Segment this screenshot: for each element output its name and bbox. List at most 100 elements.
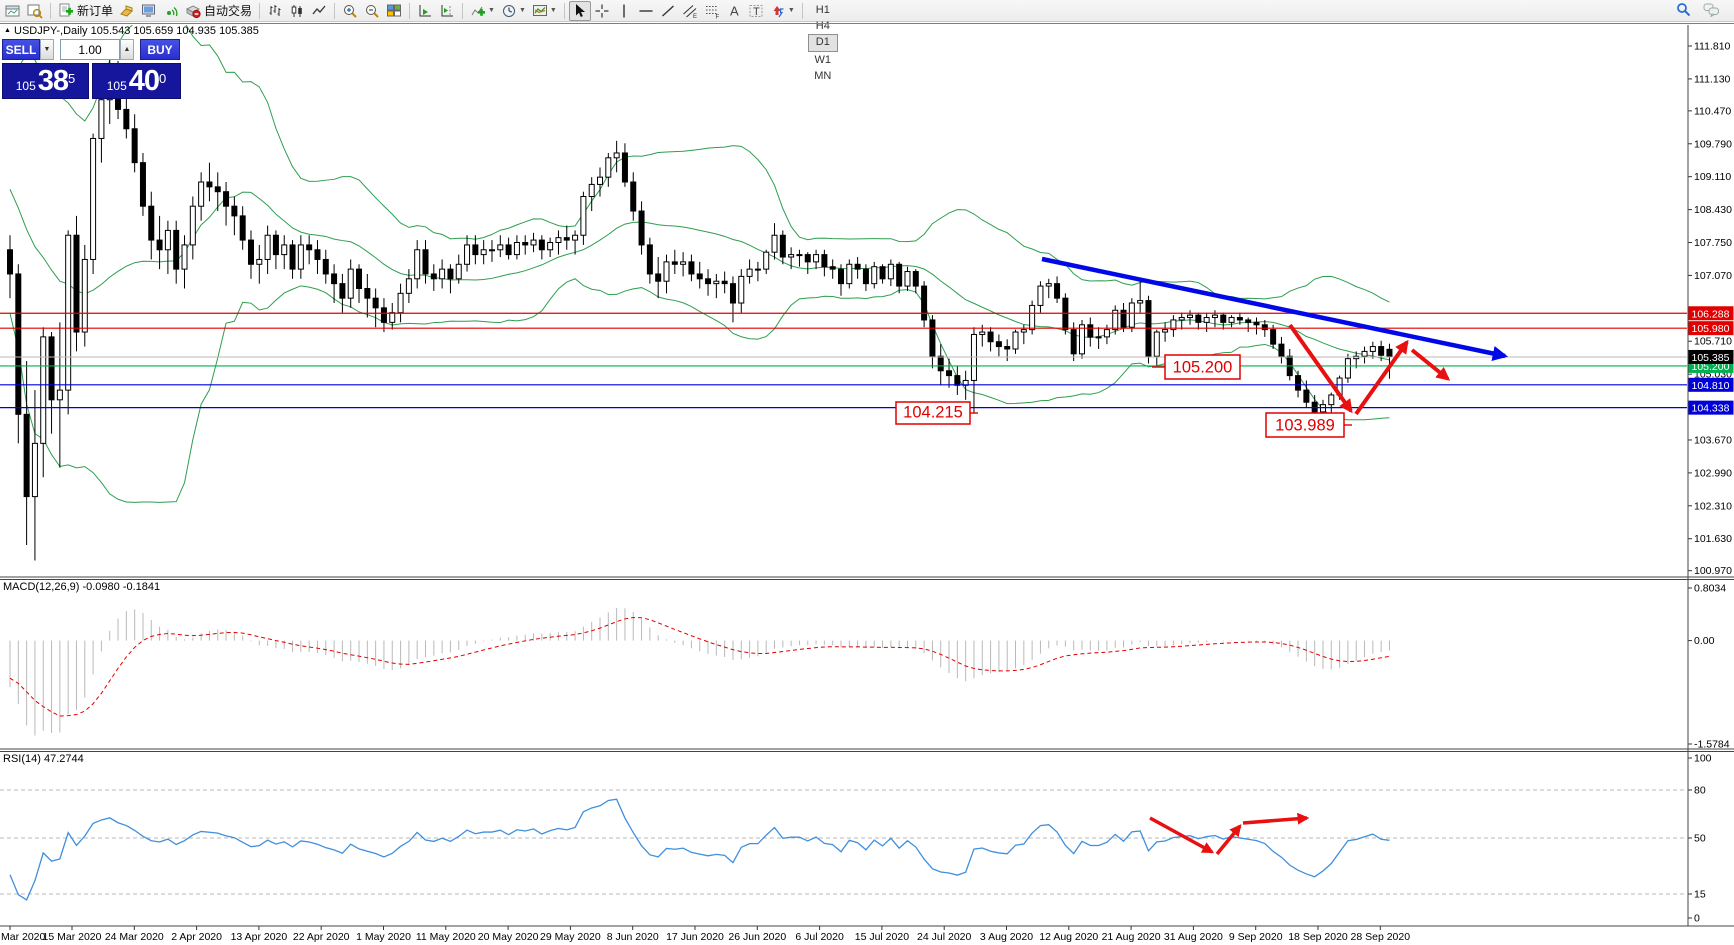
buy-price-display[interactable]: 105 40 0: [92, 63, 181, 99]
chart-window-icon[interactable]: [2, 2, 24, 20]
price-callout[interactable]: 104.215: [895, 401, 978, 425]
candle: [1070, 322, 1077, 362]
signal-icon[interactable]: [160, 2, 182, 20]
text-tool-icon[interactable]: A: [723, 2, 745, 20]
search-icon[interactable]: [1676, 2, 1691, 22]
price-axis[interactable]: 111.810 111.130 110.470 109.790 109.110 108.4…: [1688, 41, 1734, 925]
timeframe-button-d1[interactable]: D1: [807, 33, 838, 52]
candle: [247, 230, 254, 279]
candle: [206, 162, 213, 202]
candle: [1078, 319, 1085, 359]
red-annotation-arrow[interactable]: [1215, 824, 1242, 856]
trendline-tool-icon[interactable]: [657, 2, 679, 20]
arrows-tool-icon[interactable]: ▼: [767, 2, 798, 20]
svg-text:105.385: 105.385: [1692, 352, 1730, 364]
candle: [696, 261, 703, 289]
vertical-line-tool-icon[interactable]: [613, 2, 635, 20]
sell-price-display[interactable]: 105 38 5: [2, 63, 89, 99]
chat-icon[interactable]: [1703, 2, 1720, 22]
candle: [1220, 312, 1227, 330]
macd-pane[interactable]: [9, 608, 1390, 736]
candle: [56, 322, 63, 468]
candle: [1278, 336, 1285, 364]
indicators-dropdown-icon[interactable]: ▼: [488, 7, 495, 14]
candle: [1228, 315, 1235, 328]
periods-icon[interactable]: ▼: [498, 2, 529, 20]
candle: [372, 288, 379, 328]
sell-button[interactable]: SELL: [2, 39, 40, 60]
line-chart-icon[interactable]: [308, 2, 330, 20]
terminal-icon[interactable]: [138, 2, 160, 20]
cursor-tool-icon[interactable]: [568, 0, 591, 21]
red-annotation-arrow[interactable]: [1242, 812, 1310, 825]
candle: [139, 152, 146, 216]
svg-text:A: A: [730, 3, 739, 18]
horizontal-line-tool-icon[interactable]: [635, 2, 657, 20]
timeframe-button-h4[interactable]: H4: [815, 19, 830, 32]
candle: [671, 249, 678, 274]
collapse-caret-icon[interactable]: ▲: [4, 27, 11, 34]
candle: [447, 264, 454, 294]
templates-icon[interactable]: ▼: [529, 2, 560, 20]
candle: [272, 230, 279, 270]
price-callout[interactable]: 103.989: [1265, 412, 1352, 438]
auto-scroll-icon[interactable]: [414, 2, 436, 20]
svg-text:T: T: [753, 6, 760, 18]
pane-separators: [0, 25, 1734, 927]
candle: [81, 244, 88, 347]
candle: [164, 220, 171, 274]
date-tick-label: 15 Mar 2020: [43, 931, 102, 943]
candle: [513, 235, 520, 260]
chart-annotations[interactable]: 105.200 104.215 103.989: [895, 256, 1508, 438]
red-annotation-arrow[interactable]: [1288, 323, 1353, 414]
zoom-in-icon[interactable]: [339, 2, 361, 20]
candle: [405, 269, 412, 304]
candle: [505, 237, 512, 260]
axis-tick-label: 108.430: [1694, 204, 1732, 216]
bar-chart-icon[interactable]: [264, 2, 286, 20]
volume-increase-button[interactable]: ▲: [120, 39, 134, 60]
axis-tick-label: 102.310: [1694, 500, 1732, 512]
indicators-icon[interactable]: ▼: [467, 2, 498, 20]
chart-shift-icon[interactable]: [436, 2, 458, 20]
price-callout[interactable]: 105.200: [1152, 354, 1241, 380]
tile-windows-icon[interactable]: [383, 2, 405, 20]
arrows-dropdown-icon[interactable]: ▼: [787, 7, 795, 14]
buy-button[interactable]: BUY: [140, 39, 180, 60]
text-label-tool-icon[interactable]: T: [745, 2, 767, 20]
auto-trading-button[interactable]: 自动交易: [182, 2, 255, 20]
trendline-arrow[interactable]: [1041, 256, 1508, 361]
axis-tick-label: 110.470: [1694, 105, 1731, 117]
candlestick-icon[interactable]: [286, 2, 308, 20]
rsi-pane[interactable]: [0, 789, 1687, 901]
date-tick-label: 9 Sep 2020: [1229, 931, 1283, 943]
timeframe-button-mn[interactable]: MN: [814, 69, 832, 82]
macd-signal-line: [9, 617, 1390, 717]
templates-dropdown-icon[interactable]: ▼: [549, 7, 557, 14]
candle: [680, 252, 687, 277]
history-center-icon[interactable]: [116, 2, 138, 20]
crosshair-tool-icon[interactable]: [591, 2, 613, 20]
timeframe-button-w1[interactable]: W1: [814, 53, 832, 66]
new-order-button[interactable]: 新订单: [55, 2, 116, 20]
main-price-pane[interactable]: [0, 20, 1687, 561]
zoom-out-icon[interactable]: [361, 2, 383, 20]
red-annotation-arrow[interactable]: [1149, 816, 1215, 854]
red-annotation-arrow[interactable]: [1410, 348, 1451, 381]
volume-decrease-button[interactable]: ▼: [40, 39, 54, 60]
periods-dropdown-icon[interactable]: ▼: [518, 7, 526, 14]
candle: [1137, 281, 1144, 313]
red-annotation-arrow[interactable]: [1354, 339, 1409, 416]
candle: [289, 240, 296, 279]
timeframe-button-h1[interactable]: H1: [815, 3, 830, 16]
candle: [887, 259, 894, 287]
volume-input[interactable]: 1.00: [60, 39, 120, 60]
fibonacci-tool-icon[interactable]: F: [701, 2, 723, 20]
candle: [173, 220, 180, 284]
data-window-icon[interactable]: [24, 2, 46, 20]
channel-tool-icon[interactable]: E: [679, 2, 701, 20]
candle: [264, 225, 271, 274]
axis-tick-label: 0.8034: [1694, 582, 1726, 594]
